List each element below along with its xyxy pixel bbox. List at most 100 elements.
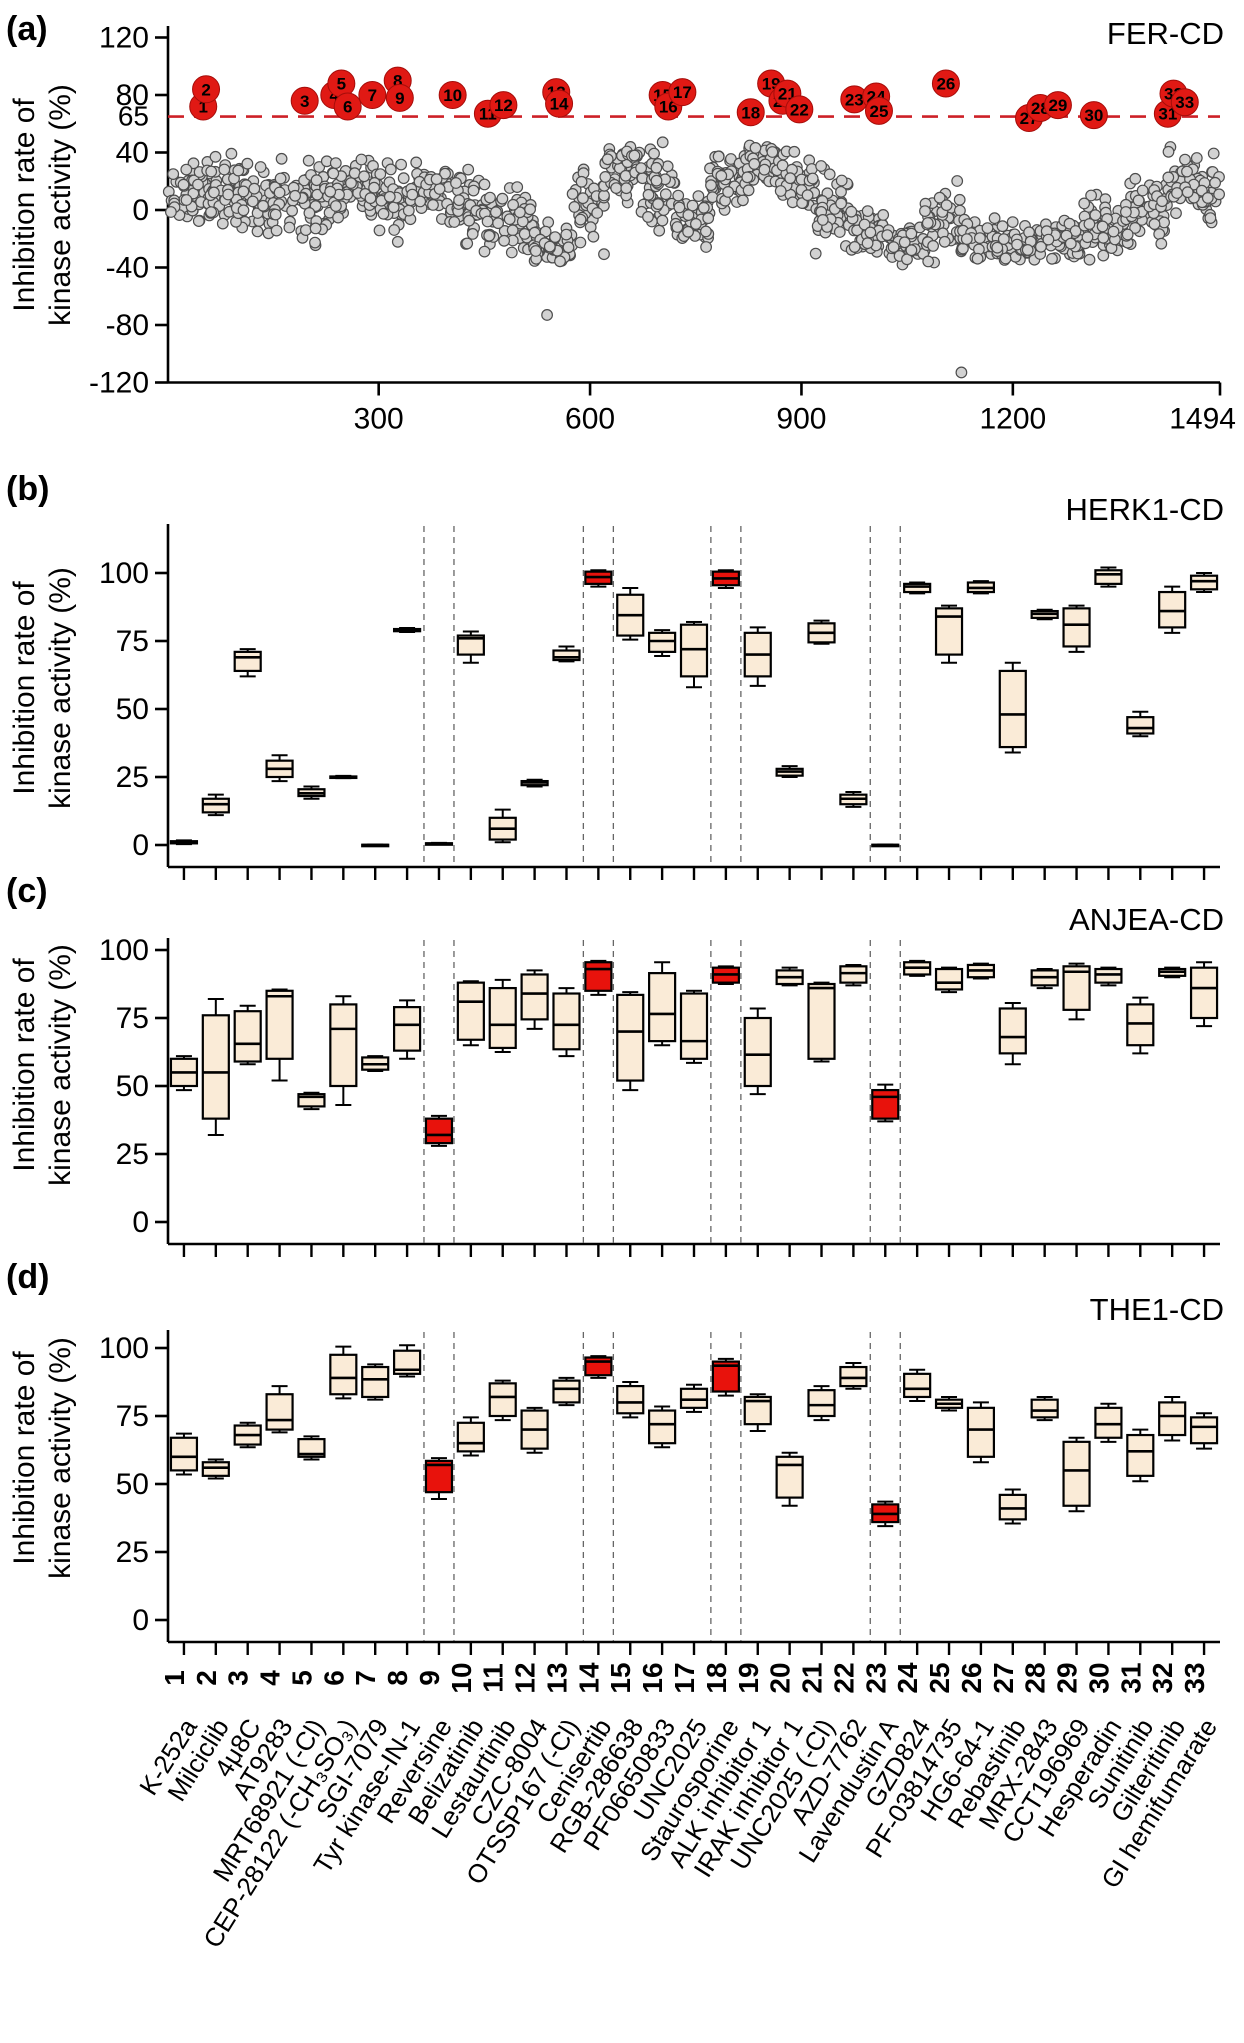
svg-text:5: 5 <box>337 75 346 94</box>
compound-number-7: 7 <box>350 1670 381 1686</box>
box-plot-d-16 <box>648 1405 677 1449</box>
box-plot-d-25 <box>934 1395 964 1412</box>
panel-letter-d: (d) <box>6 1258 49 1296</box>
hit-marker-3: 3 <box>290 86 319 115</box>
box-plot-b-11 <box>488 808 517 844</box>
scatter-points <box>162 136 1225 379</box>
svg-text:22: 22 <box>790 100 809 119</box>
svg-text:-40: -40 <box>106 252 149 285</box>
svg-text:1: 1 <box>198 98 207 117</box>
hit-marker-6: 6 <box>333 92 362 121</box>
box-plot-d-13 <box>552 1376 581 1407</box>
box-plot-c-17 <box>679 989 709 1064</box>
boxplot-area-c: 0 25 50 75 100 <box>99 934 1220 1257</box>
compound-number-3: 3 <box>223 1670 254 1686</box>
svg-text:25: 25 <box>116 761 149 794</box>
hit-marker-30: 30 <box>1079 101 1108 130</box>
box-plot-d-2 <box>201 1458 230 1480</box>
svg-text:14: 14 <box>550 95 569 114</box>
box-plot-c-15 <box>616 991 645 1092</box>
box-plot-c-31 <box>1126 996 1155 1055</box>
box-plot-d-27 <box>998 1488 1027 1525</box>
box-plot-b-33 <box>1189 572 1219 594</box>
svg-text:10: 10 <box>443 86 462 105</box>
box-plot-d-33 <box>1189 1412 1219 1450</box>
svg-text:25: 25 <box>116 1536 149 1569</box>
svg-text:26: 26 <box>936 75 955 94</box>
svg-text:0: 0 <box>132 1604 149 1637</box>
svg-text:100: 100 <box>99 934 149 967</box>
svg-text:40: 40 <box>116 137 149 170</box>
box-plot-c-33 <box>1189 961 1219 1028</box>
svg-text:2: 2 <box>201 80 210 99</box>
box-plot-b-6 <box>329 774 358 780</box>
box-plot-b-23 <box>871 843 900 848</box>
hit-marker-29: 29 <box>1043 91 1072 120</box>
box-plot-c-14 <box>584 959 613 996</box>
panel-title-d: THE1-CD <box>1090 1292 1224 1327</box>
box-plot-c-6 <box>329 995 358 1107</box>
box-plot-d-22 <box>839 1361 868 1390</box>
box-plot-c-30 <box>1094 966 1123 987</box>
box-plot-b-22 <box>839 790 868 808</box>
box-plot-c-11 <box>488 978 517 1053</box>
compound-axis-labels: 1 2 3 4 5 6 7 8 9 10 11 12 13 14 15 16 17 18 19 20 21 22 23 24 2… <box>133 1662 1223 1953</box>
svg-text:17: 17 <box>673 83 692 102</box>
svg-text:30: 30 <box>1084 106 1103 125</box>
box-plot-d-6 <box>329 1345 358 1400</box>
svg-text:1200: 1200 <box>979 403 1046 436</box>
y-axis-b: 0 25 50 75 100 <box>99 557 168 862</box>
panel-a: (a) FER-CD Inhibition rate of kinase act… <box>6 10 1236 436</box>
hit-marker-23: 23 <box>840 85 869 114</box>
compound-number-31: 31 <box>1115 1662 1146 1693</box>
box-plot-c-4 <box>265 988 294 1082</box>
box-plot-c-13 <box>552 987 581 1058</box>
hit-marker-9: 9 <box>385 83 414 112</box>
box-plot-b-2 <box>201 793 230 817</box>
panel-letter-a: (a) <box>6 10 48 48</box>
svg-text:600: 600 <box>565 403 615 436</box>
box-plot-d-29 <box>1062 1436 1091 1513</box>
compound-number-10: 10 <box>446 1662 477 1693</box>
box-plot-d-4 <box>265 1385 294 1434</box>
hit-marker-14: 14 <box>545 89 574 118</box>
svg-text:300: 300 <box>354 403 404 436</box>
panel-c: (c) ANJEA-CD Inhibition rate of kinase a… <box>6 872 1224 1257</box>
svg-text:0: 0 <box>132 829 149 862</box>
box-plot-d-1 <box>169 1432 199 1476</box>
compound-number-33: 33 <box>1179 1662 1210 1693</box>
compound-number-29: 29 <box>1052 1662 1083 1693</box>
box-plot-b-9 <box>424 841 454 846</box>
box-plot-c-29 <box>1062 962 1091 1021</box>
box-plot-b-17 <box>679 620 709 689</box>
x-axis-b <box>182 867 1206 880</box>
box-plot-c-23 <box>871 1083 900 1123</box>
box-plot-b-14 <box>584 569 613 588</box>
svg-text:8: 8 <box>393 72 402 91</box>
box-plot-c-7 <box>361 1055 390 1073</box>
hit-marker-22: 22 <box>785 95 814 124</box>
compound-number-30: 30 <box>1083 1662 1114 1693</box>
hit-marker-33: 33 <box>1170 88 1199 117</box>
dashed-guides <box>423 526 901 866</box>
dashed-guides <box>423 1332 901 1641</box>
panel-letter-c: (c) <box>6 872 48 910</box>
compound-number-14: 14 <box>573 1662 604 1694</box>
svg-text:6: 6 <box>343 98 352 117</box>
outlier-point <box>955 366 968 379</box>
compound-number-32: 32 <box>1147 1662 1178 1693</box>
box-plot-d-24 <box>903 1368 932 1403</box>
box-plot-d-21 <box>807 1385 836 1422</box>
box-plot-c-28 <box>1030 968 1059 990</box>
boxplot-area-b: 0 25 50 75 100 <box>99 524 1220 880</box>
box-plot-b-13 <box>552 645 581 663</box>
svg-text:3: 3 <box>300 92 309 111</box>
compound-number-18: 18 <box>701 1662 732 1693</box>
box-plot-b-18 <box>711 569 740 589</box>
box-plot-d-15 <box>616 1381 645 1419</box>
svg-text:12: 12 <box>494 96 513 115</box>
box-plot-c-10 <box>456 980 485 1047</box>
svg-text:-80: -80 <box>106 309 149 342</box>
compound-number-21: 21 <box>797 1662 828 1693</box>
